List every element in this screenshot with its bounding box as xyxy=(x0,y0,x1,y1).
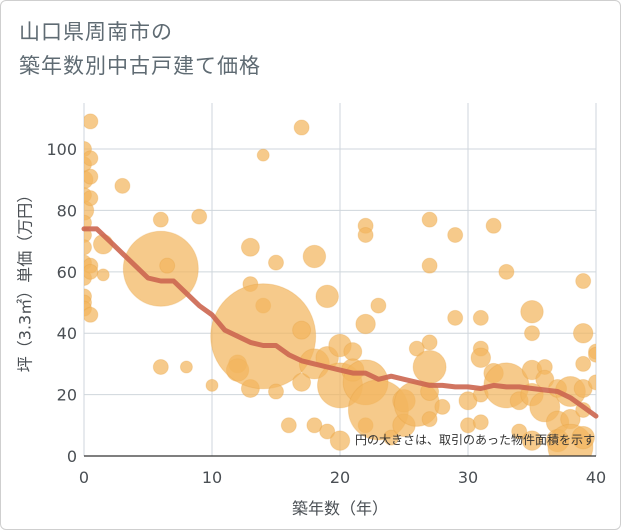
bubble-point xyxy=(447,309,464,326)
bubble-point xyxy=(575,273,592,290)
bubble-point xyxy=(268,254,284,271)
bubble-point xyxy=(408,340,425,357)
bubble-point xyxy=(472,414,489,431)
x-tick-label: 40 xyxy=(586,468,606,487)
bubble-point xyxy=(447,226,464,243)
y-tick-label: 80 xyxy=(57,201,77,220)
y-tick-label: 60 xyxy=(57,263,77,282)
bubble-point xyxy=(521,430,543,451)
x-tick-label: 30 xyxy=(458,468,478,487)
bubble-point xyxy=(84,190,99,207)
bubbles xyxy=(84,113,596,456)
bubble-point xyxy=(498,263,515,280)
bubble-point xyxy=(370,297,387,314)
y-tick-label: 40 xyxy=(57,324,77,343)
bubble-point xyxy=(511,423,528,440)
chart-title: 山口県周南市の 築年数別中古戸建て価格 xyxy=(19,15,261,83)
bubble-point xyxy=(84,113,99,130)
bubble-point xyxy=(84,239,92,256)
bubble-point xyxy=(571,425,595,450)
y-axis-title: 坪（3.3㎡）単価（万円） xyxy=(16,187,35,372)
bubble-point xyxy=(179,360,193,374)
bubble-point xyxy=(280,417,297,434)
bubble-point xyxy=(383,429,400,446)
chart-title-line-1: 山口県周南市の xyxy=(19,20,173,44)
y-tick-label: 100 xyxy=(46,140,77,159)
bubble-point xyxy=(152,211,169,228)
bubble-point xyxy=(575,355,592,372)
bubble-point xyxy=(268,383,284,400)
chart-title-line-2: 築年数別中古戸建て価格 xyxy=(19,54,261,78)
bubble-point xyxy=(470,347,492,369)
bubble-point xyxy=(434,398,451,415)
bubble-point xyxy=(319,423,336,440)
bubble-point xyxy=(292,320,312,340)
bubble-point xyxy=(421,211,438,228)
tick-labels: 0 10 20 30 40 0 20 40 60 80 100 xyxy=(46,140,606,487)
x-tick-label: 20 xyxy=(330,468,350,487)
bubble-point xyxy=(315,284,339,309)
bubble-point xyxy=(421,334,438,351)
x-tick-label: 0 xyxy=(79,468,89,487)
bubble-point xyxy=(355,313,376,335)
bubble-point xyxy=(96,268,110,282)
grid-lines xyxy=(83,103,597,457)
bubble-point xyxy=(256,148,270,162)
bubble-point xyxy=(210,283,317,390)
bubble-point xyxy=(472,309,489,326)
bubble-point xyxy=(205,378,219,392)
bubble-point xyxy=(357,226,374,243)
bubble-point xyxy=(421,257,438,274)
bubble-point xyxy=(84,263,99,280)
bubble-point xyxy=(588,346,596,363)
bubble-point xyxy=(572,322,594,344)
bubble-point xyxy=(159,257,176,274)
bubble-point xyxy=(292,372,312,392)
bubble-point xyxy=(240,237,260,257)
x-tick-label: 10 xyxy=(202,468,222,487)
bubble-point xyxy=(588,374,596,391)
trend-line xyxy=(81,226,599,419)
bubble-point xyxy=(524,325,540,342)
bubble-point xyxy=(152,358,169,375)
size-note: 円の大きさは、取引のあった物件面積を示す xyxy=(355,432,595,447)
bubble-point xyxy=(306,417,323,434)
bubble-point xyxy=(114,177,131,194)
y-tick-label: 20 xyxy=(57,386,77,405)
bubble-point xyxy=(191,208,208,225)
bubble-point xyxy=(343,342,363,362)
bubble-point xyxy=(84,150,99,167)
bubble-point xyxy=(412,349,447,384)
bubble-point xyxy=(84,168,99,185)
bubble-point xyxy=(485,217,502,234)
bubble-point xyxy=(302,244,327,269)
bubble-point xyxy=(84,306,99,323)
bubble-point xyxy=(293,119,310,136)
bubble-point xyxy=(520,299,544,324)
y-tick-label: 0 xyxy=(67,447,77,466)
bubble-point xyxy=(329,430,351,451)
x-axis-title: 築年数（年） xyxy=(292,499,388,518)
bubble-point xyxy=(421,411,438,428)
